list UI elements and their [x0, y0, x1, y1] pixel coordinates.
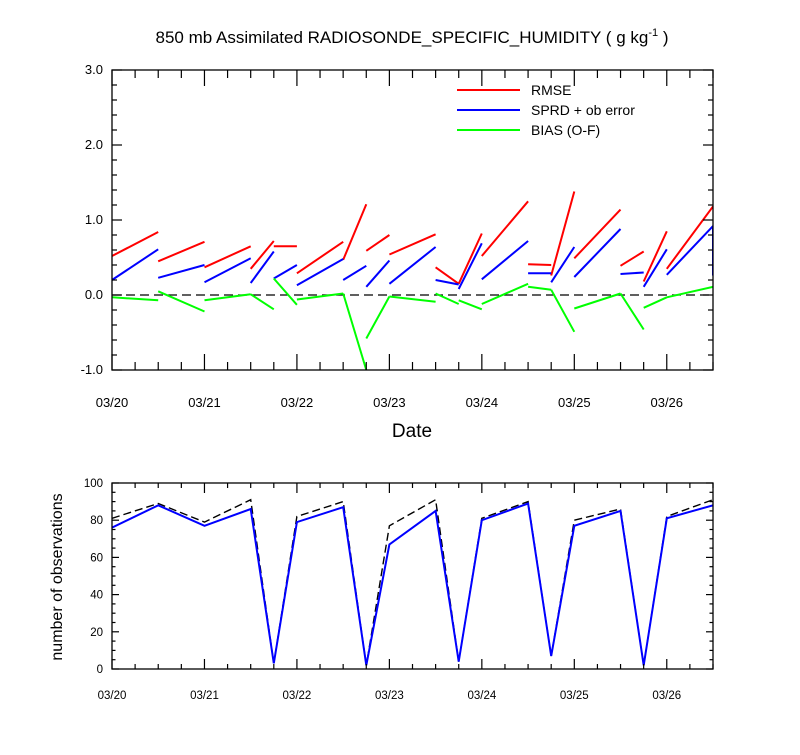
- legend-label-sprd-ob-error: SPRD + ob error: [531, 102, 635, 118]
- x-tick-label: 03/20: [98, 690, 127, 702]
- x-tick-label: 03/22: [281, 395, 314, 410]
- bottom-panel: 03/20 03/21 03/22 03/23 03/24 03/25 03/26 0 20 40…: [84, 478, 714, 702]
- x-tick-label: 03/24: [467, 690, 496, 702]
- plot-frame: [111, 482, 714, 670]
- series-line-obs-used: [112, 502, 713, 666]
- x-tick-label: 03/25: [558, 395, 591, 410]
- x-tick-label: 03/22: [283, 690, 312, 702]
- x-tick-label: 03/26: [652, 690, 681, 702]
- y-tick-label: 0: [97, 664, 103, 676]
- x-tick-label: 03/23: [373, 395, 406, 410]
- chart-title: 850 mb Assimilated RADIOSONDE_SPECIFIC_H…: [156, 27, 669, 47]
- x-tick-label: 03/21: [190, 690, 219, 702]
- series-line-obs-possible: [112, 498, 713, 666]
- y-tick-label: 0.0: [85, 287, 103, 302]
- x-tick-label: 03/21: [188, 395, 221, 410]
- y-tick-label: 3.0: [85, 62, 103, 77]
- y-tick-label: 40: [90, 590, 103, 602]
- y-tick-label: 1.0: [85, 212, 103, 227]
- legend-label-bias-o-f: BIAS (O-F): [531, 122, 600, 138]
- legend-label-rmse: RMSE: [531, 82, 571, 98]
- top-panel: 03/20 03/21 03/22 03/23 03/24 03/25 03/26 -1.0 0…: [81, 62, 714, 410]
- y-tick-label: 100: [84, 478, 103, 490]
- y-tick-label: -1.0: [81, 362, 103, 377]
- y-tick-label: 80: [90, 515, 103, 527]
- x-tick-label: 03/20: [96, 395, 129, 410]
- y-tick-label: 2.0: [85, 137, 103, 152]
- x-tick-label: 03/25: [560, 690, 589, 702]
- x-tick-label: 03/26: [650, 395, 683, 410]
- x-axis-label: Date: [392, 421, 432, 442]
- y-tick-label: 60: [90, 552, 103, 564]
- x-tick-label: 03/23: [375, 690, 404, 702]
- y-axis-label-bottom: number of observations: [49, 493, 66, 660]
- series-line-rmse: [112, 191, 713, 285]
- series-line-sprd-ob-error: [112, 225, 713, 290]
- series-line-bias-o-f: [112, 277, 713, 370]
- y-tick-label: 20: [90, 627, 103, 639]
- x-tick-label: 03/24: [466, 395, 499, 410]
